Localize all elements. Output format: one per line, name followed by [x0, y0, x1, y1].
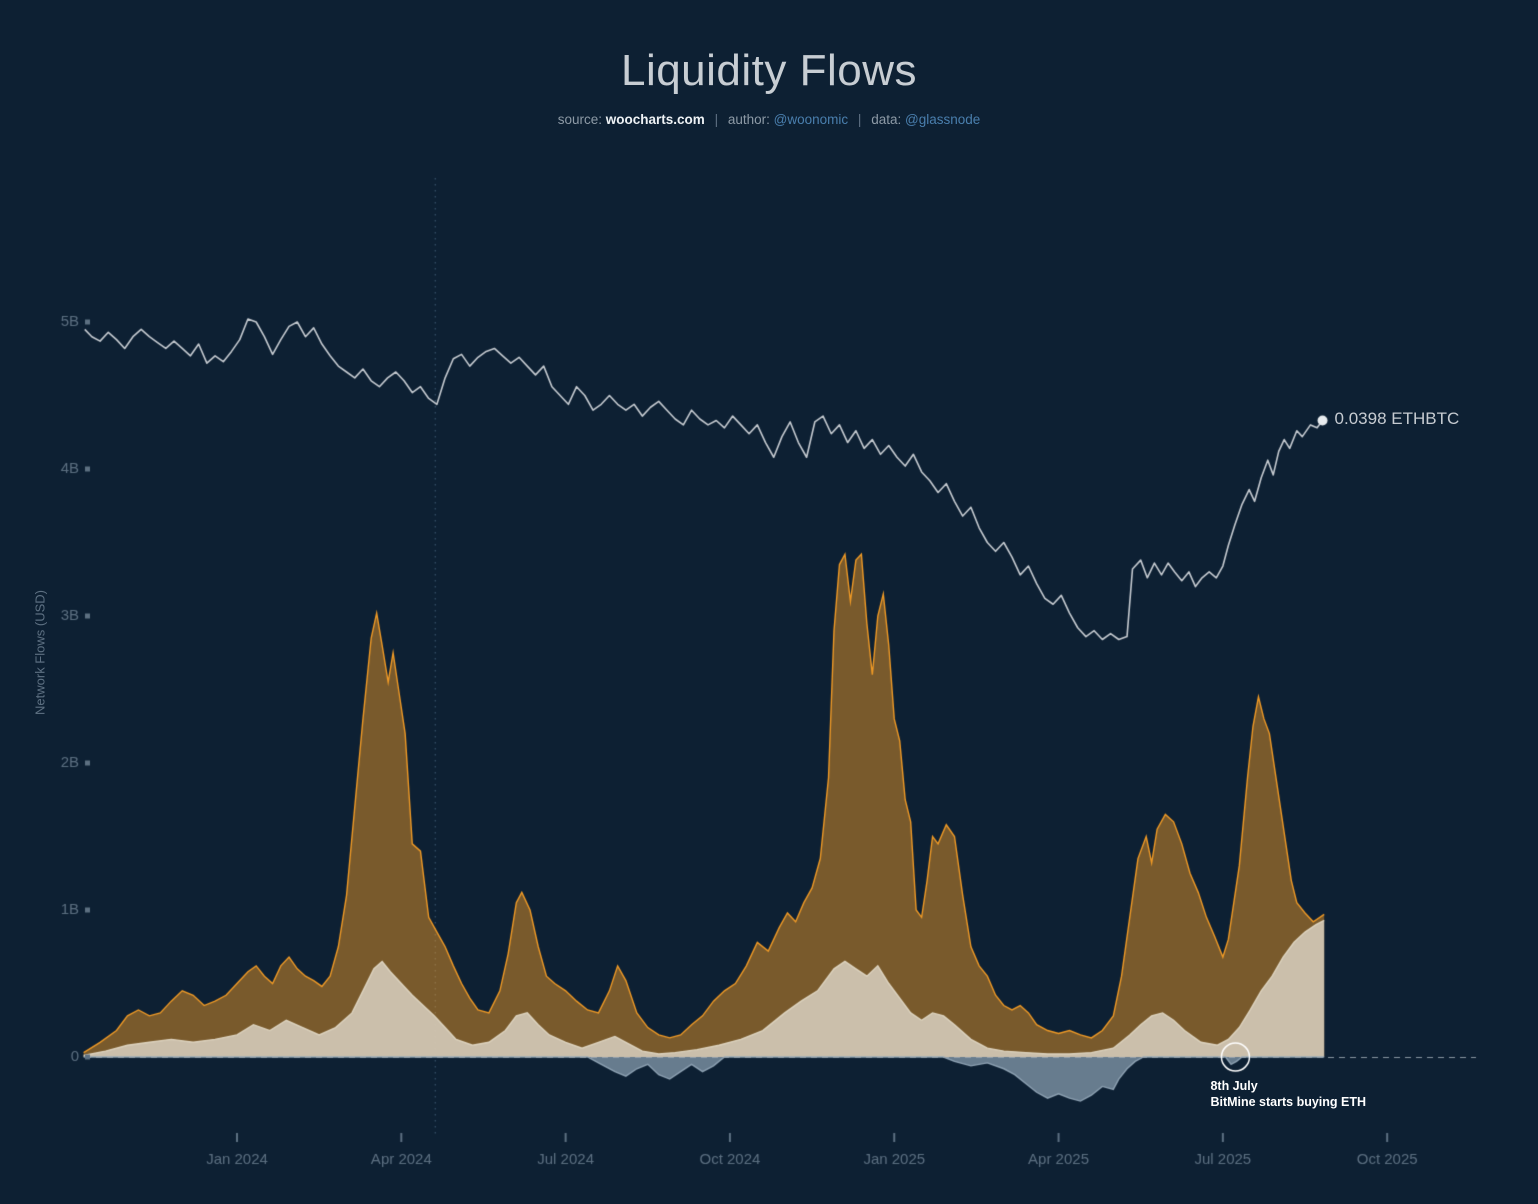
separator: |: [857, 112, 862, 127]
separator: |: [714, 112, 719, 127]
y-axis-title: Network Flows (USD): [32, 590, 48, 715]
source-label: source:: [557, 112, 603, 127]
ethbtc-end-label: 0.0398 ETHBTC: [1334, 409, 1460, 429]
page-title: Liquidity Flows: [620, 46, 918, 95]
data-source-link[interactable]: @glassnode: [904, 112, 981, 127]
bitmine-annotation: 8th July BitMine starts buying ETH: [1210, 1078, 1366, 1110]
author-link[interactable]: @woonomic: [773, 112, 849, 127]
source-value: woocharts.com: [605, 112, 705, 127]
annotation-line1: 8th July: [1210, 1079, 1258, 1093]
chart-subtitle: source: woocharts.com | author: @woonomi…: [0, 112, 1538, 127]
data-label: data:: [871, 112, 902, 127]
chart-header: Liquidity Flows source: woocharts.com | …: [0, 0, 1538, 127]
annotation-line2: BitMine starts buying ETH: [1210, 1095, 1367, 1109]
author-label: author:: [727, 112, 770, 127]
